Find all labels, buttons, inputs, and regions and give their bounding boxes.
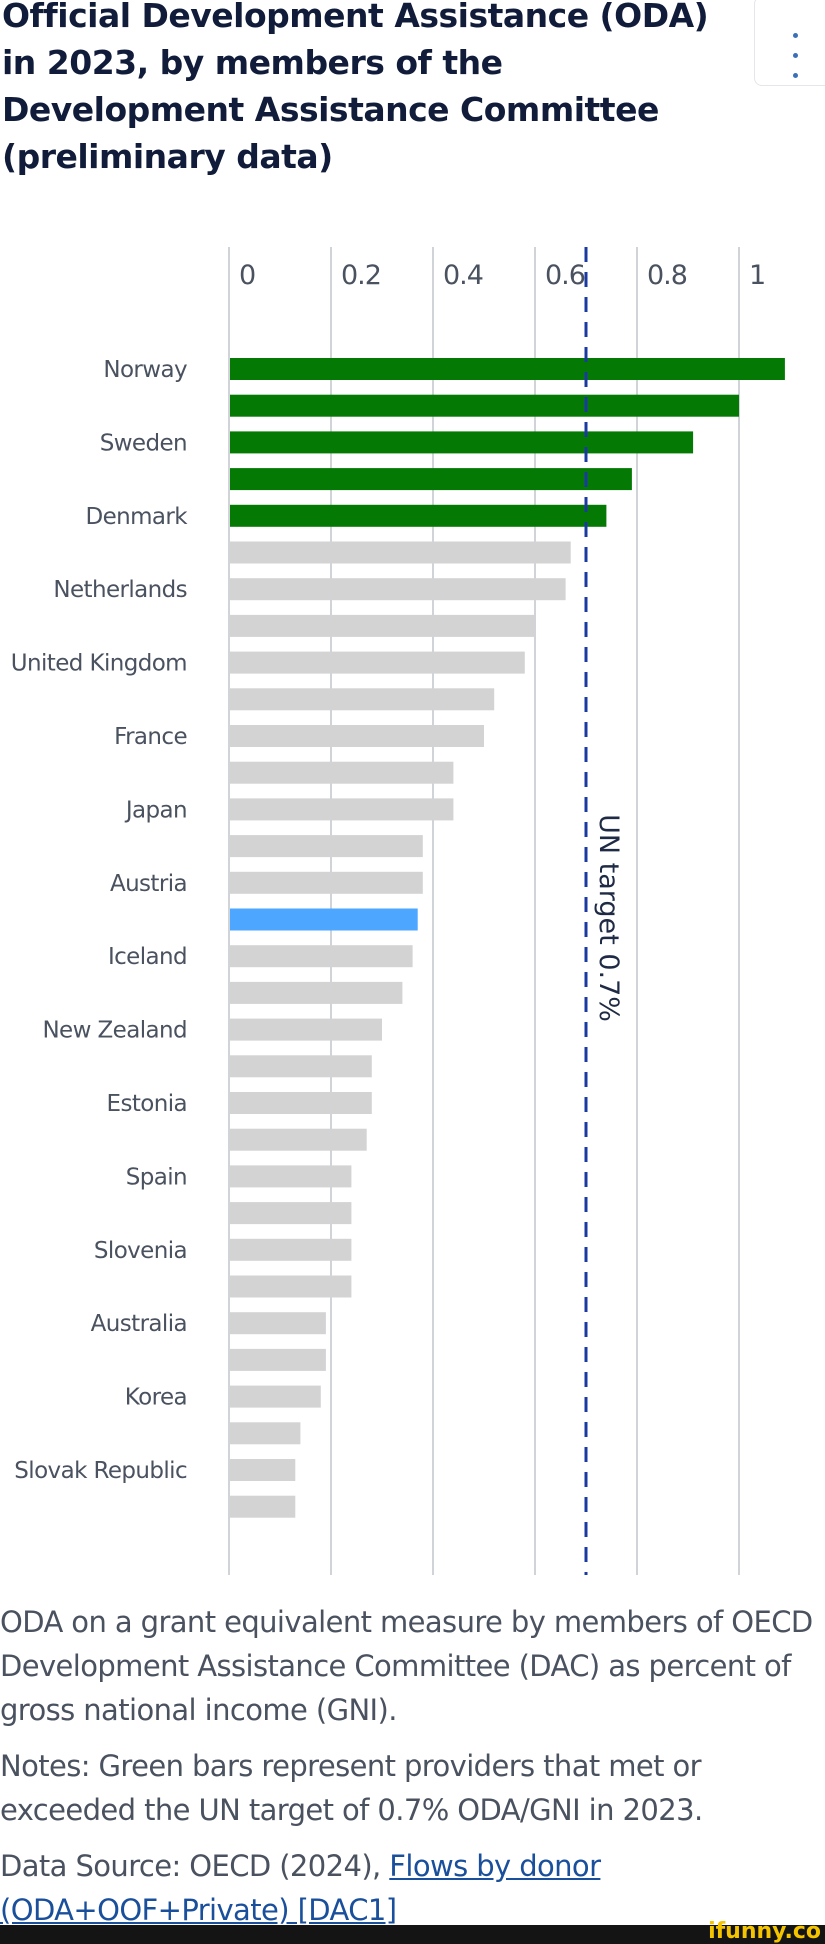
bar [230, 1202, 352, 1225]
bar [230, 1018, 382, 1041]
x-tick-label: 0 [239, 260, 255, 291]
bar [230, 1055, 372, 1078]
bar [230, 651, 525, 674]
bar [230, 688, 495, 711]
bar [230, 1495, 296, 1518]
chart-description: ODA on a grant equivalent measure by mem… [0, 1605, 813, 1727]
category-label: Korea [125, 1385, 187, 1411]
bar [230, 871, 423, 894]
category-label: Slovenia [94, 1238, 187, 1264]
bar [230, 725, 484, 747]
bar [230, 835, 423, 858]
chart-notes: Notes: Green bars represent providers th… [0, 1749, 703, 1827]
x-tick-label: 0.2 [341, 260, 381, 291]
bar [230, 1312, 326, 1335]
category-label: Australia [91, 1311, 187, 1337]
bar [230, 614, 535, 637]
bar [230, 1385, 321, 1408]
chart-source: Data Source: OECD (2024), Flows by donor… [0, 1844, 825, 1932]
category-label: Norway [103, 357, 187, 383]
watermark-bar: ifunny.co [0, 1919, 825, 1944]
category-label: Japan [124, 797, 187, 823]
category-label: Netherlands [53, 577, 187, 603]
source-prefix: Data Source: OECD (2024), [0, 1849, 390, 1883]
bar [230, 1128, 367, 1151]
x-tick-label: 0.4 [443, 260, 483, 291]
bar [230, 1275, 352, 1298]
bar [230, 394, 739, 417]
bar [230, 798, 454, 821]
bar [230, 358, 785, 380]
bar [230, 1092, 372, 1114]
bar [230, 468, 632, 491]
x-tick-label: 0.6 [545, 260, 585, 291]
chart-menu-button[interactable] [754, 0, 825, 86]
watermark-logo: ifunny.co [708, 1919, 821, 1944]
bar [230, 504, 607, 527]
category-label: Sweden [100, 430, 187, 456]
bar [230, 578, 566, 601]
chart-title: Official Development Assistance (ODA) in… [2, 0, 709, 176]
category-label: Iceland [108, 944, 187, 970]
category-label: Estonia [107, 1091, 187, 1117]
bar [230, 761, 454, 784]
category-label: Spain [126, 1164, 187, 1190]
target-line-label: UN target 0.7% [593, 814, 624, 1022]
category-label: Denmark [85, 504, 188, 530]
bar [230, 908, 418, 931]
category-label: United Kingdom [11, 651, 187, 677]
bar [230, 1348, 326, 1371]
bar [230, 1422, 301, 1445]
bar [230, 981, 403, 1004]
bar [230, 1459, 296, 1481]
bar [230, 1165, 352, 1188]
x-tick-label: 0.8 [647, 260, 687, 291]
bar [230, 1238, 352, 1261]
source-link[interactable]: Flows by donor (ODA+OOF+Private) [DAC1] [0, 1849, 601, 1927]
bar [230, 541, 571, 564]
bar [230, 431, 694, 454]
bar-chart: 0 0.2 0.4 0.6 0.8 1 Norway Sweden Denmark Netherl… [11, 247, 785, 1575]
category-label: France [114, 724, 187, 750]
category-label: New Zealand [42, 1018, 187, 1044]
category-label: Austria [110, 871, 187, 897]
category-label: Slovak Republic [14, 1458, 187, 1484]
x-tick-label: 1 [749, 260, 765, 291]
bar [230, 945, 413, 968]
